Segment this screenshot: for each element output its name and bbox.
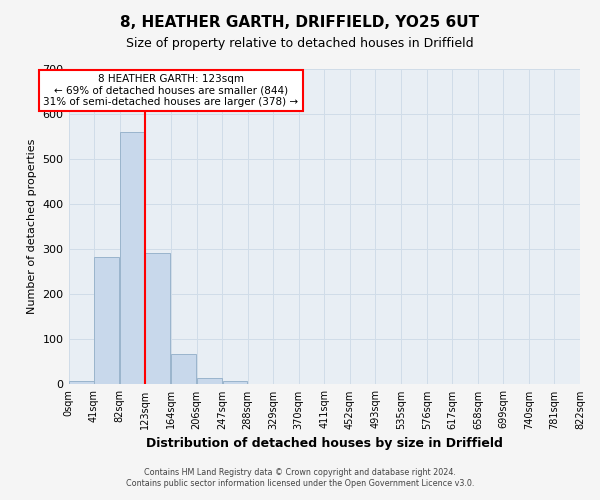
Bar: [120, 132, 145, 384]
Text: 8 HEATHER GARTH: 123sqm
← 69% of detached houses are smaller (844)
31% of semi-d: 8 HEATHER GARTH: 123sqm ← 69% of detache…: [43, 74, 298, 107]
Bar: [69, 382, 94, 384]
Bar: [145, 253, 170, 384]
X-axis label: Distribution of detached houses by size in Driffield: Distribution of detached houses by size …: [146, 437, 503, 450]
Bar: [223, 381, 247, 384]
Bar: [197, 378, 222, 384]
Y-axis label: Number of detached properties: Number of detached properties: [27, 139, 37, 314]
Bar: [94, 258, 119, 384]
Text: 8, HEATHER GARTH, DRIFFIELD, YO25 6UT: 8, HEATHER GARTH, DRIFFIELD, YO25 6UT: [121, 15, 479, 30]
Text: Contains HM Land Registry data © Crown copyright and database right 2024.
Contai: Contains HM Land Registry data © Crown c…: [126, 468, 474, 487]
Bar: [171, 354, 196, 384]
Text: Size of property relative to detached houses in Driffield: Size of property relative to detached ho…: [126, 38, 474, 51]
